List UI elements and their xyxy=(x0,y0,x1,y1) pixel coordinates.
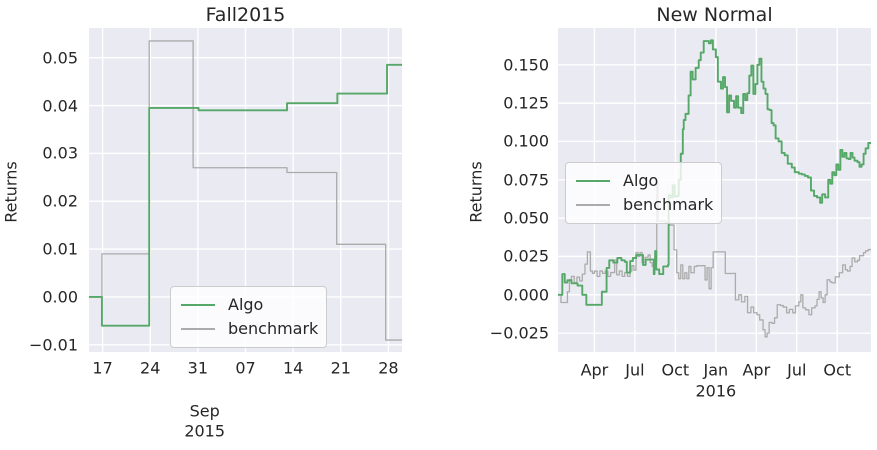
x-tick-label: 17 xyxy=(92,358,113,378)
y-tick-label: 0.075 xyxy=(503,170,549,190)
right-legend: Algo benchmark xyxy=(565,162,722,224)
x-period-label: 2015 xyxy=(184,421,226,441)
x-period-label: Sep xyxy=(189,401,220,421)
y-tick-label: 0.000 xyxy=(503,285,549,305)
algo-line-sample-icon xyxy=(576,180,610,182)
legend-row-algo: Algo xyxy=(576,169,711,193)
x-tick-label: 28 xyxy=(378,358,399,378)
y-tick-label: −0.025 xyxy=(489,323,549,343)
y-tick-label: 0.150 xyxy=(503,55,549,75)
y-tick-label: 0.03 xyxy=(42,143,78,163)
algo-legend-label: Algo xyxy=(623,171,659,190)
x-tick-label: Apr xyxy=(742,360,771,380)
x-tick-label: 07 xyxy=(235,358,256,378)
series-line-benchmark xyxy=(89,40,402,341)
legend-row-benchmark: benchmark xyxy=(181,317,319,341)
right-y-axis-label: Returns xyxy=(466,161,486,223)
x-tick-label: Apr xyxy=(580,360,609,380)
x-tick-label: Oct xyxy=(661,360,690,380)
left-legend: Algo benchmark xyxy=(170,286,327,348)
y-tick-label: 0.00 xyxy=(42,287,78,307)
y-tick-label: 0.01 xyxy=(42,239,78,259)
x-period-label: 2016 xyxy=(695,381,737,401)
y-tick-label: 0.025 xyxy=(503,246,549,266)
left-chart-title: Fall2015 xyxy=(205,4,286,26)
series-line-algo xyxy=(89,63,402,327)
algo-legend-label: Algo xyxy=(228,295,264,314)
benchmark-line-sample-icon xyxy=(181,328,215,330)
y-tick-label: 0.02 xyxy=(42,191,78,211)
benchmark-legend-label: benchmark xyxy=(623,195,714,214)
y-tick-label: 0.05 xyxy=(42,48,78,68)
left-y-axis-label: Returns xyxy=(1,161,21,223)
x-tick-label: 31 xyxy=(187,358,209,378)
series-line-algo xyxy=(558,39,871,306)
y-tick-label: −0.01 xyxy=(28,335,78,355)
legend-row-benchmark: benchmark xyxy=(576,193,714,217)
benchmark-line-sample-icon xyxy=(576,204,610,206)
x-tick-label: 24 xyxy=(140,358,161,378)
series-line-benchmark xyxy=(558,182,871,338)
y-tick-label: 0.04 xyxy=(42,96,78,116)
x-tick-label: Jul xyxy=(787,360,807,380)
benchmark-legend-label: benchmark xyxy=(228,319,319,338)
right-chart-title: New Normal xyxy=(656,4,773,26)
algo-line-sample-icon xyxy=(181,304,215,306)
y-tick-label: 0.050 xyxy=(503,208,549,228)
x-tick-label: 14 xyxy=(282,358,304,378)
legend-row-algo: Algo xyxy=(181,293,316,317)
y-tick-label: 0.125 xyxy=(503,93,549,113)
x-tick-label: 21 xyxy=(330,358,351,378)
x-tick-label: Jul xyxy=(625,360,645,380)
y-tick-label: 0.100 xyxy=(503,131,549,151)
x-tick-label: Jan xyxy=(703,360,729,380)
x-tick-label: Oct xyxy=(823,360,852,380)
